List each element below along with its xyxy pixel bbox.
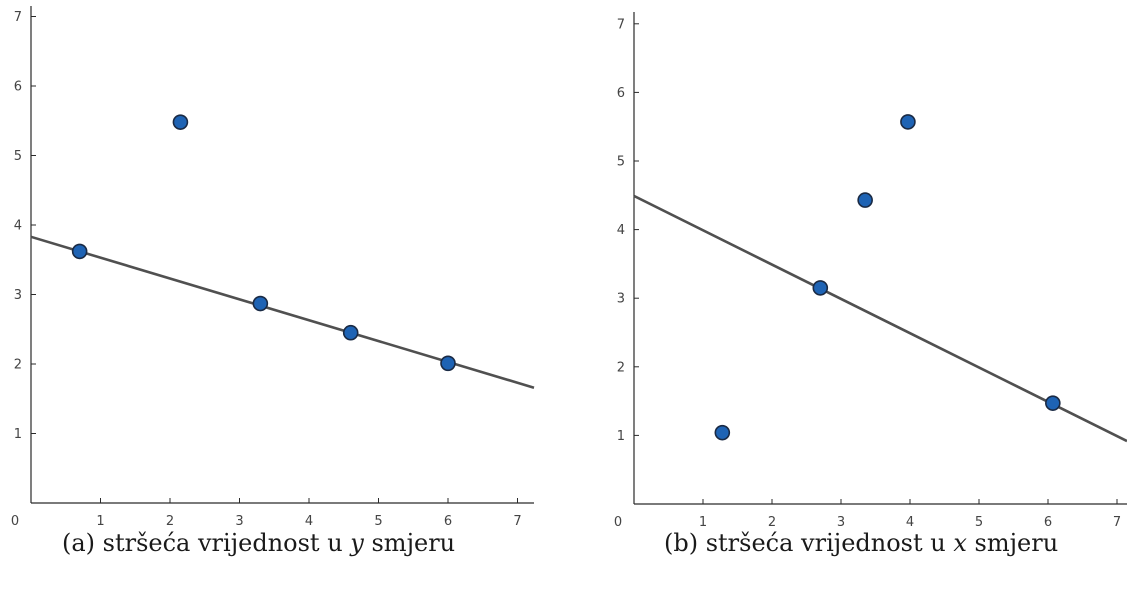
x-tick-label-b: 5 — [975, 515, 983, 530]
x-tick-label-a: 3 — [235, 514, 243, 529]
y-tick-label-a: 3 — [14, 288, 22, 303]
scatter-plot-b: 0 1 2 3 4 5 6 7 1 2 3 4 5 6 7 — [614, 12, 1127, 530]
y-tick-label-a: 2 — [14, 358, 22, 373]
x-tick-label-a: 2 — [166, 514, 174, 529]
regression-line-b — [633, 194, 1127, 443]
caption-b-variable: x — [953, 529, 967, 557]
caption-a: (a) stršeća vrijednost u y smjeru — [62, 529, 455, 557]
x-tick-label-b: 1 — [699, 515, 707, 530]
caption-a-suffix: smjeru — [363, 529, 456, 557]
x-tick-label-a: 6 — [444, 514, 452, 529]
data-point-a — [252, 295, 269, 312]
caption-b-suffix: smjeru — [966, 529, 1059, 557]
data-point-a — [440, 355, 456, 372]
x-tick-label-a: 7 — [513, 514, 521, 529]
x-tick-label-b: 0 — [614, 515, 622, 530]
data-point-b — [1045, 395, 1061, 411]
y-tick-label-a: 4 — [14, 219, 22, 234]
scatter-plot-a: 0 1 2 3 4 5 6 7 1 2 3 4 5 6 7 — [11, 6, 535, 529]
caption-a-prefix: (a) stršeća vrijednost u — [62, 529, 351, 557]
y-tick-label-b: 3 — [617, 292, 625, 307]
x-tick-label-a: 0 — [11, 514, 19, 529]
x-tick-label-b: 2 — [768, 515, 776, 530]
y-tick-label-b: 4 — [617, 223, 625, 238]
y-tick-label-a: 7 — [14, 10, 22, 25]
x-tick-label-b: 6 — [1044, 515, 1052, 530]
data-point-b — [714, 424, 731, 441]
x-tick-label-a: 1 — [96, 514, 104, 529]
y-tick-label-b: 2 — [617, 360, 625, 375]
data-point-a — [172, 114, 189, 130]
chart-panel-a: 0 1 2 3 4 5 6 7 1 2 3 4 5 6 7 (a) stršeća vrijednost u… — [0, 0, 560, 590]
x-tick-label-b: 3 — [837, 515, 845, 530]
y-tick-label-b: 1 — [617, 429, 625, 444]
data-point-b — [900, 114, 916, 130]
data-point-b — [812, 280, 829, 296]
caption-a-variable: y — [350, 529, 364, 557]
data-point-b — [857, 192, 873, 208]
chart-panel-b: 0 1 2 3 4 5 6 7 1 2 3 4 5 6 7 (b) stršeća vrijednost u… — [580, 0, 1127, 590]
x-tick-label-b: 4 — [906, 515, 914, 530]
y-tick-label-a: 1 — [14, 427, 22, 442]
x-tick-label-b: 7 — [1113, 515, 1121, 530]
caption-b-prefix: (b) stršeća vrijednost u — [664, 529, 954, 557]
data-point-a — [342, 324, 359, 341]
caption-b: (b) stršeća vrijednost u x smjeru — [664, 529, 1058, 557]
y-tick-label-a: 6 — [14, 80, 22, 95]
x-tick-label-a: 4 — [305, 514, 313, 529]
y-tick-label-a: 5 — [14, 149, 22, 164]
y-tick-label-b: 5 — [617, 155, 625, 170]
data-point-a — [71, 243, 88, 260]
y-tick-label-b: 7 — [617, 17, 625, 32]
y-tick-label-b: 6 — [617, 86, 625, 101]
regression-line-a — [30, 235, 535, 389]
x-tick-label-a: 5 — [374, 514, 382, 529]
